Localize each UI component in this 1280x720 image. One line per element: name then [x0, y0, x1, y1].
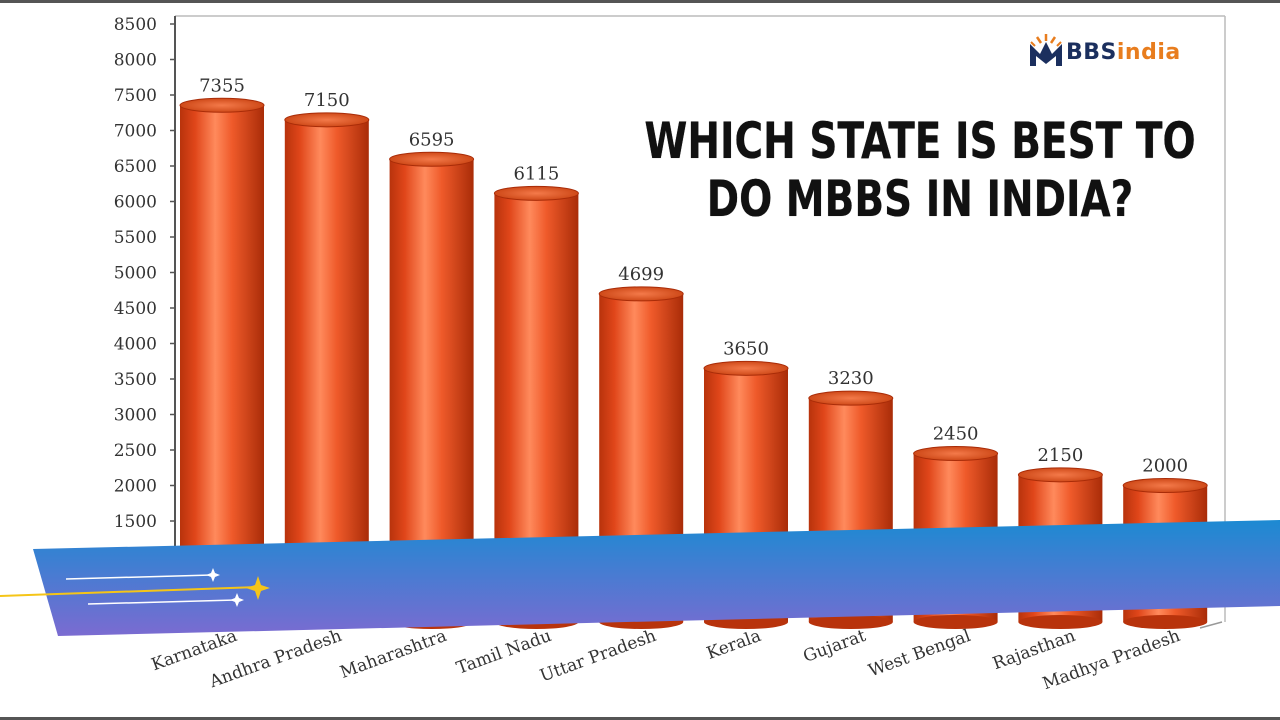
- sparkle-streak-line: [87, 599, 237, 605]
- logo-text-blue: BBS: [1066, 39, 1117, 65]
- bottom-border: [0, 717, 1280, 720]
- y-tick-label: 2000: [114, 477, 157, 497]
- data-label: 6595: [409, 129, 455, 150]
- y-tick-label: 2500: [114, 441, 157, 461]
- sparkle-icon: [246, 576, 270, 600]
- sparkle-streak-line: [0, 586, 259, 597]
- bar-cap: [808, 390, 894, 406]
- y-tick-label: 6500: [114, 157, 157, 177]
- bar-cap: [389, 151, 475, 167]
- decorative-banner: [0, 520, 1280, 636]
- page-title: WHICH STATE IS BEST TO DO MBBS IN INDIA?: [639, 112, 1201, 228]
- y-tick-label: 4000: [114, 335, 157, 355]
- bar-base: [808, 615, 893, 629]
- top-border: [0, 0, 1280, 3]
- bar-cap: [1122, 478, 1208, 493]
- sparkle-icon: [230, 593, 244, 607]
- y-tick-label: 1500: [114, 512, 157, 532]
- data-label: 6115: [513, 163, 559, 184]
- data-label: 2150: [1037, 445, 1083, 466]
- plot-area: [174, 15, 1226, 629]
- data-label: 3650: [723, 338, 769, 359]
- bar-cap: [703, 360, 789, 376]
- mbbsindia-logo: BBSindia: [1026, 32, 1181, 72]
- bar-cap: [598, 286, 684, 302]
- title-line-2: DO MBBS IN INDIA?: [706, 170, 1134, 228]
- x-category-label: Kerala: [704, 626, 764, 664]
- y-tick-label: 7000: [114, 122, 157, 142]
- y-tick-label: 8500: [114, 15, 157, 35]
- title-line-1: WHICH STATE IS BEST TO: [644, 112, 1196, 170]
- y-tick-label: 5500: [114, 228, 157, 248]
- y-tick-label: 8000: [114, 51, 157, 71]
- bar-base: [913, 615, 998, 629]
- logo-text-orange: india: [1116, 39, 1181, 65]
- x-category-label: Uttar Pradesh: [537, 626, 659, 687]
- bar-cap: [284, 112, 370, 128]
- data-label: 3230: [828, 368, 874, 389]
- book-icon: [1030, 34, 1062, 66]
- banner-stripe: [33, 520, 1280, 636]
- bar-base: [1123, 615, 1208, 629]
- floor-edge: [1199, 621, 1223, 629]
- y-tick-label: 6000: [114, 193, 157, 213]
- data-label: 2450: [933, 424, 979, 445]
- sparkle-streak-line: [65, 574, 213, 580]
- x-category-label: West Bengal: [866, 626, 973, 681]
- bar-cap: [493, 185, 579, 201]
- y-tick-label: 5000: [114, 264, 157, 284]
- y-tick-label: 4500: [114, 299, 157, 319]
- data-label: 2000: [1142, 456, 1188, 477]
- bar-cap: [913, 446, 999, 462]
- y-tick-label: 3000: [114, 406, 157, 426]
- data-label: 7355: [199, 75, 245, 96]
- bar-cap: [179, 97, 265, 113]
- bar-cap: [1017, 467, 1103, 483]
- data-label: 4699: [618, 264, 664, 285]
- sparkle-icon: [206, 568, 220, 582]
- data-label: 7150: [304, 90, 350, 111]
- y-axis-ticks: 8500 8000 7500 7000 6500 6000 5500 5000 4500 4000…: [114, 15, 175, 532]
- x-category-label: Maharashtra: [338, 626, 450, 683]
- bar-base: [1018, 615, 1103, 629]
- logo-wordmark: BBSindia: [1066, 40, 1181, 65]
- x-category-label: Gujarat: [801, 626, 869, 667]
- bar-body: [180, 105, 264, 623]
- data-labels-group: 7355 7150 6595 6115 4699 3650 3230 2450 2150 2000: [199, 75, 1188, 476]
- bar-body: [284, 119, 369, 622]
- y-tick-label: 3500: [114, 370, 157, 390]
- y-tick-label: 7500: [114, 86, 157, 106]
